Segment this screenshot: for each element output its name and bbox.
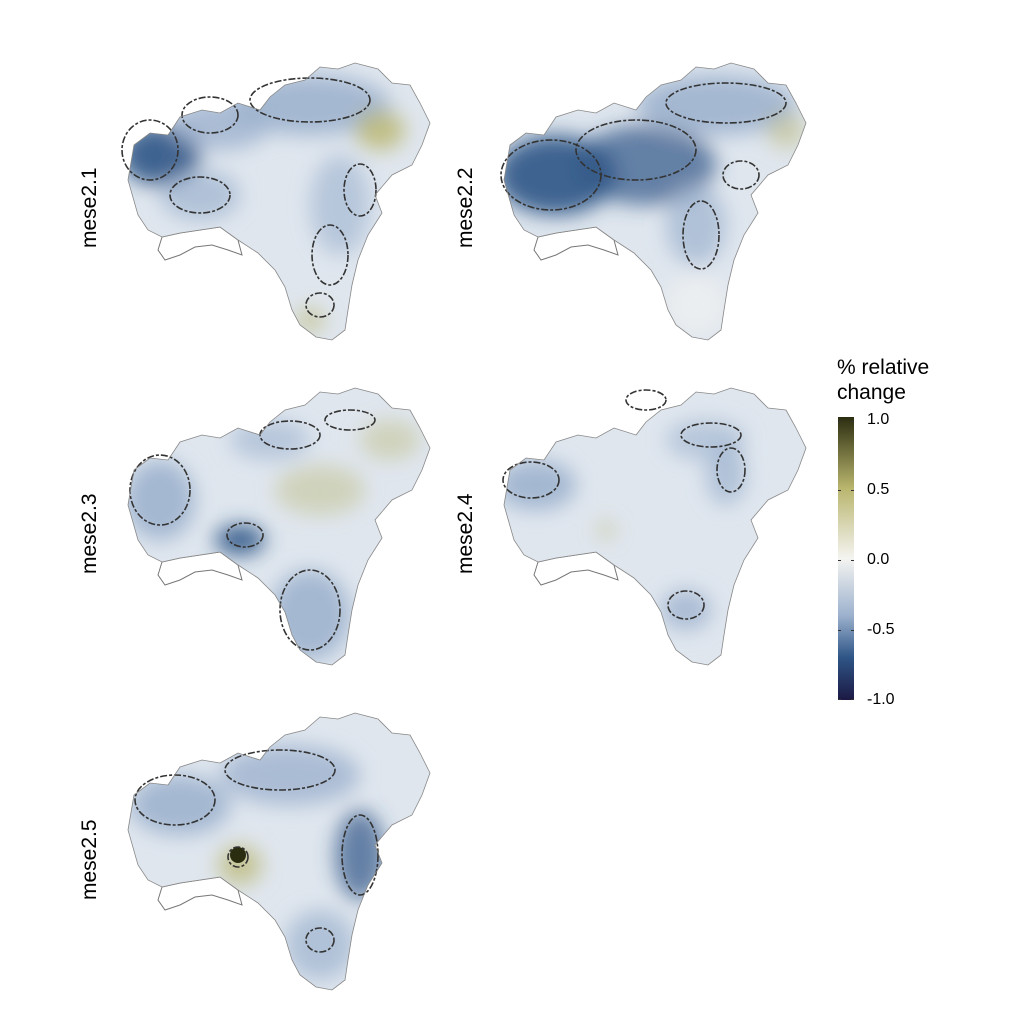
change-area	[128, 460, 195, 540]
map-mese2-2	[500, 62, 807, 341]
legend-title-line1: % relative	[837, 356, 930, 379]
panel-label-mese2-1: mese2.1	[78, 167, 101, 248]
significance-contour	[343, 163, 377, 217]
significance-contour	[665, 82, 787, 124]
significance-contour	[722, 160, 760, 190]
change-area	[130, 775, 230, 835]
significance-contour	[226, 522, 264, 548]
region-boundary	[503, 62, 807, 341]
map-panel-mese2-3	[120, 380, 440, 675]
region-boundary	[127, 62, 431, 341]
significance-contour	[224, 749, 336, 791]
map-panel-mese2-2	[496, 55, 816, 350]
map-mese2-1	[121, 62, 431, 341]
relative-change-field	[128, 388, 430, 665]
change-area	[275, 465, 365, 515]
significance-contour	[682, 200, 720, 270]
change-area	[295, 308, 325, 332]
legend-colorbar	[838, 417, 854, 700]
significance-contour	[680, 422, 742, 448]
legend-tick-label: -0.5	[867, 621, 895, 638]
change-area	[160, 170, 240, 220]
panel-label-mese2-5: mese2.5	[78, 819, 101, 900]
change-area	[661, 590, 711, 630]
significance-contour	[341, 814, 379, 896]
significance-contour	[227, 846, 249, 868]
change-area	[636, 75, 796, 135]
change-area	[706, 445, 746, 505]
panel-label-mese2-4: mese2.4	[454, 493, 477, 574]
legend-tick-label: 0.5	[867, 481, 890, 498]
legend-tick-mark	[851, 421, 854, 422]
region-boundary	[127, 712, 431, 991]
relative-change-field	[128, 713, 430, 990]
significance-contour	[181, 96, 239, 134]
significance-contour	[311, 224, 349, 286]
legend-tick-mark	[838, 630, 841, 631]
change-area	[598, 522, 614, 538]
panel-label-mese2-2: mese2.2	[454, 167, 477, 248]
change-area	[504, 460, 576, 510]
significance-contour	[324, 409, 376, 431]
legend-tick-mark	[851, 560, 854, 561]
significance-contour	[305, 927, 335, 953]
relative-change-field	[504, 63, 806, 340]
significance-contour	[279, 569, 341, 651]
max-change-hotspot	[230, 847, 246, 863]
legend-tick-label: 1.0	[867, 411, 890, 428]
change-area	[766, 112, 806, 148]
change-area	[285, 910, 355, 980]
change-area	[220, 745, 360, 805]
region-boundary	[127, 387, 431, 666]
legend-tick-mark	[851, 490, 854, 491]
map-mese2-3	[127, 387, 431, 666]
change-area	[215, 525, 265, 555]
significance-contour	[716, 447, 746, 493]
change-area	[355, 110, 405, 150]
map-panel-mese2-4	[496, 380, 816, 675]
relative-change-field	[128, 63, 430, 340]
region-boundary	[503, 387, 807, 666]
significance-contour	[575, 119, 697, 181]
legend-tick-mark	[851, 699, 854, 700]
map-mese2-5	[127, 712, 431, 991]
change-area	[666, 185, 726, 265]
legend-tick-label: 0.0	[867, 551, 890, 568]
significance-contour	[169, 176, 231, 214]
change-area	[360, 420, 420, 460]
change-area	[666, 275, 726, 335]
legend-tick-mark	[838, 421, 841, 422]
significance-contour	[502, 461, 560, 499]
legend-tick-mark	[838, 490, 841, 491]
significance-contour	[129, 454, 191, 526]
legend-tick-mark	[838, 560, 841, 561]
change-area	[576, 125, 716, 205]
relative-change-field	[504, 388, 806, 665]
legend-title-line2: change	[837, 381, 906, 404]
legend-tick-label: -1.0	[867, 691, 895, 708]
significance-contour	[305, 292, 335, 318]
legend-tick-mark	[838, 699, 841, 700]
map-mese2-4	[502, 387, 807, 666]
significance-contour	[625, 389, 667, 411]
panel-label-mese2-3: mese2.3	[78, 493, 101, 574]
change-area	[230, 420, 310, 460]
map-panel-mese2-1	[120, 55, 440, 350]
legend-tick-mark	[851, 630, 854, 631]
change-area	[270, 570, 350, 660]
significance-contour	[667, 590, 705, 620]
significance-contour	[121, 119, 179, 181]
legend: % relative change 1.0 0.5 0.0 -0.5 -1.0	[836, 355, 986, 715]
legend-title: % relative change	[837, 355, 929, 405]
change-area	[310, 155, 370, 255]
map-panel-mese2-5	[120, 705, 440, 1000]
significance-contour	[249, 77, 371, 123]
